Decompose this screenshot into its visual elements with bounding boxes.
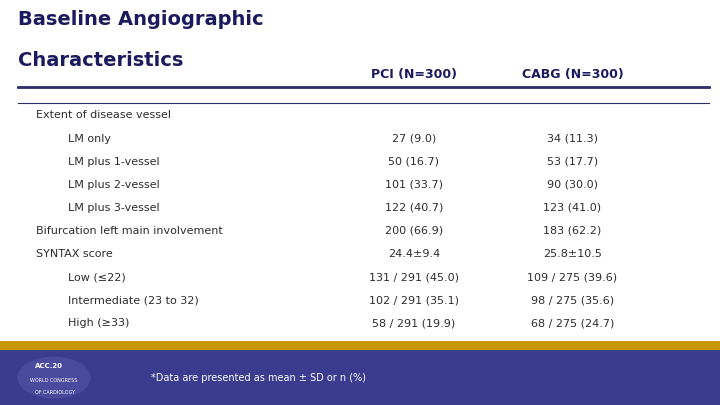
Text: OF CARDIOLOGY: OF CARDIOLOGY	[35, 390, 75, 395]
Text: *Data are presented as mean ± SD or n (%): *Data are presented as mean ± SD or n (%…	[151, 373, 366, 383]
Text: Extent of disease vessel: Extent of disease vessel	[36, 111, 171, 120]
Text: 122 (40.7): 122 (40.7)	[384, 203, 444, 213]
Text: 90 (30.0): 90 (30.0)	[547, 180, 598, 190]
Text: 50 (16.7): 50 (16.7)	[389, 157, 439, 166]
Text: LM plus 1-vessel: LM plus 1-vessel	[68, 157, 160, 166]
Text: ACC.20: ACC.20	[35, 362, 63, 369]
Text: Low (≤22): Low (≤22)	[68, 272, 126, 282]
Text: 98 / 275 (35.6): 98 / 275 (35.6)	[531, 295, 614, 305]
FancyBboxPatch shape	[0, 350, 720, 405]
Text: 211 (70.3): 211 (70.3)	[544, 341, 601, 351]
Text: 101 (33.7): 101 (33.7)	[385, 180, 443, 190]
Text: 131 / 291 (45.0): 131 / 291 (45.0)	[369, 272, 459, 282]
Text: 34 (11.3): 34 (11.3)	[547, 134, 598, 143]
Text: 68 / 275 (24.7): 68 / 275 (24.7)	[531, 318, 614, 328]
Text: 25.8±10.5: 25.8±10.5	[543, 249, 602, 259]
Text: CABG (N=300): CABG (N=300)	[521, 68, 624, 81]
FancyBboxPatch shape	[0, 341, 720, 350]
Text: Bifurcation left main involvement: Bifurcation left main involvement	[36, 226, 222, 236]
Text: Intermediate (23 to 32): Intermediate (23 to 32)	[68, 295, 199, 305]
Text: 58 / 291 (19.9): 58 / 291 (19.9)	[372, 318, 456, 328]
Circle shape	[18, 357, 90, 398]
Text: 109 / 275 (39.6): 109 / 275 (39.6)	[527, 272, 618, 282]
Text: 200 (66.9): 200 (66.9)	[385, 226, 443, 236]
Text: High (≥33): High (≥33)	[68, 318, 130, 328]
Text: 183 (62.2): 183 (62.2)	[544, 226, 601, 236]
Text: 27 (9.0): 27 (9.0)	[392, 134, 436, 143]
Text: 53 (17.7): 53 (17.7)	[546, 157, 598, 166]
Text: 123 (41.0): 123 (41.0)	[544, 203, 601, 213]
Text: WORLD CONGRESS: WORLD CONGRESS	[30, 378, 78, 383]
Text: 205 (68.3): 205 (68.3)	[385, 341, 443, 351]
Text: 102 / 291 (35.1): 102 / 291 (35.1)	[369, 295, 459, 305]
Text: PCI (N=300): PCI (N=300)	[371, 68, 457, 81]
Text: Complete revascularization: Complete revascularization	[36, 341, 189, 351]
Text: LM plus 2-vessel: LM plus 2-vessel	[68, 180, 160, 190]
Text: Baseline Angiographic: Baseline Angiographic	[18, 10, 264, 29]
Text: LM plus 3-vessel: LM plus 3-vessel	[68, 203, 160, 213]
Text: LM only: LM only	[68, 134, 112, 143]
Text: 24.4±9.4: 24.4±9.4	[388, 249, 440, 259]
Text: Characteristics: Characteristics	[18, 51, 184, 70]
Text: SYNTAX score: SYNTAX score	[36, 249, 113, 259]
